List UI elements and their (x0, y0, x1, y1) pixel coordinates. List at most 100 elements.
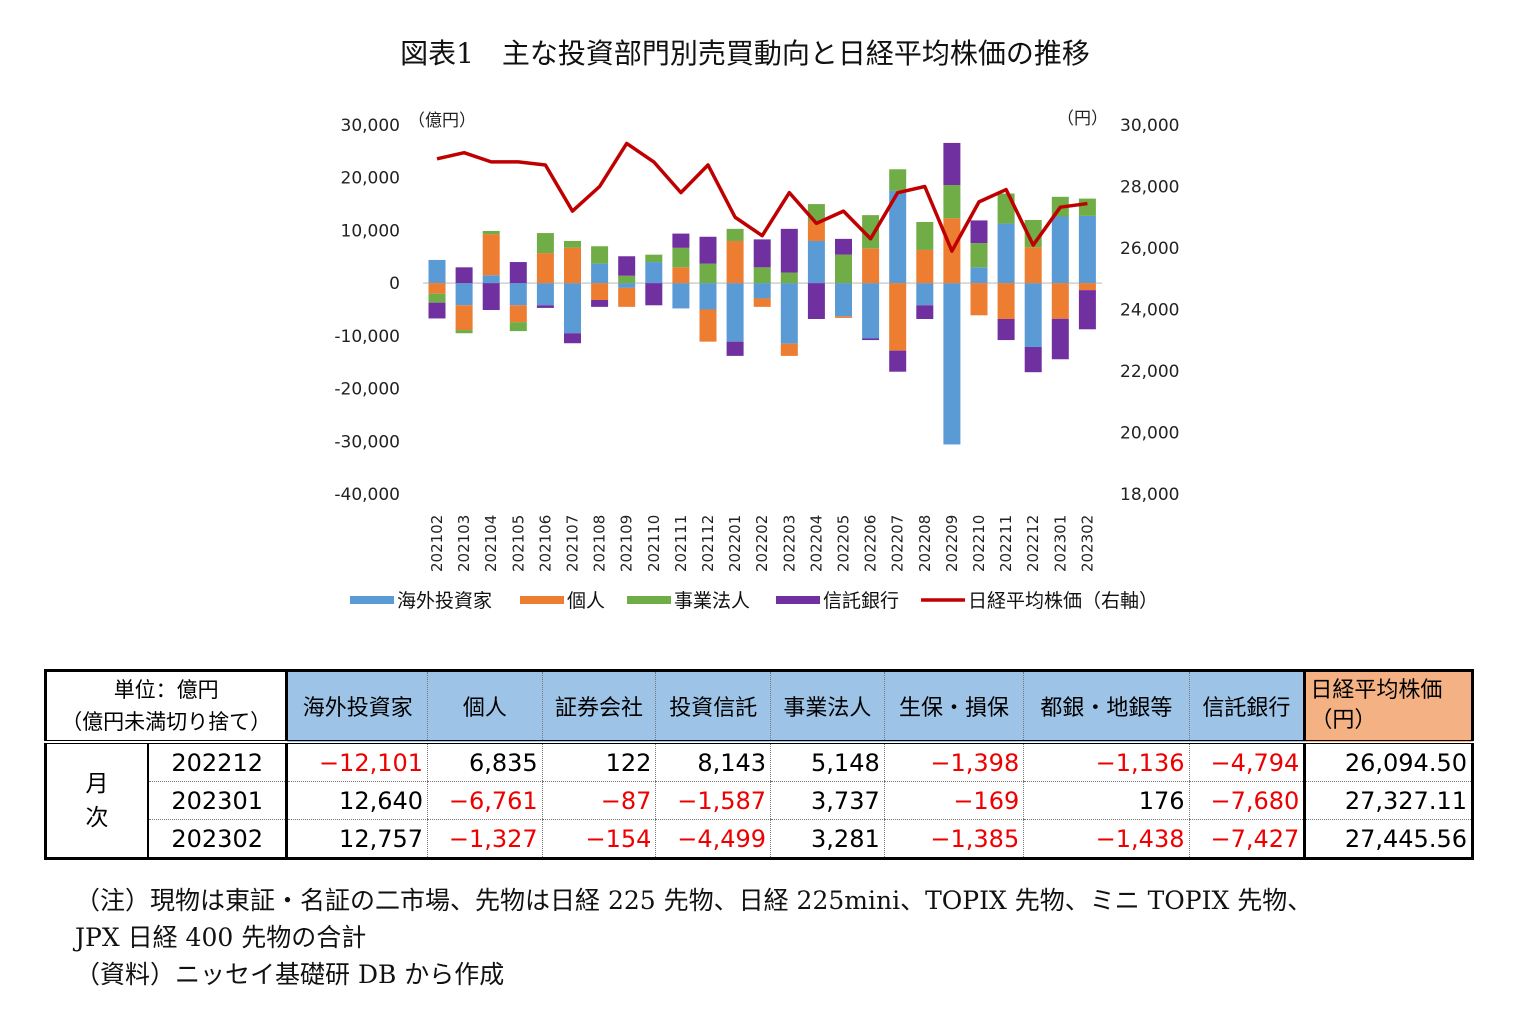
bar-segment (455, 305, 473, 331)
col-header: 事業法人 (770, 670, 885, 744)
legend-label: 信託銀行 (823, 590, 899, 612)
nikkei-cell: 26,094.50 (1303, 742, 1473, 782)
bar-segment (1024, 247, 1042, 284)
bar-segment (672, 233, 690, 248)
col-header: 都銀・地銀等 (1023, 670, 1189, 744)
nikkei-line (436, 141, 1088, 253)
right-axis-tick: 22,000 (1120, 362, 1179, 382)
bar-segment (835, 316, 852, 318)
unit-label: 単位：億円 (113, 678, 219, 702)
col-header: 証券会社 (541, 670, 656, 744)
bar-segment (699, 263, 717, 284)
month-cell: 202212 (147, 742, 289, 782)
bar-segment (753, 267, 771, 284)
category-label: 202203 (780, 515, 798, 572)
value-cell: −1,136 (1023, 742, 1189, 782)
bar-segment (699, 309, 717, 342)
bar-segment (726, 228, 744, 241)
bar-segment (943, 283, 961, 445)
col-header: 投資信託 (655, 670, 771, 744)
bar-segment (618, 283, 636, 288)
bar-segment (699, 283, 717, 310)
bar-segment (564, 247, 581, 284)
bar-segment (753, 283, 771, 299)
category-label: 202111 (672, 515, 690, 572)
col-header: 信託銀行 (1188, 670, 1305, 744)
left-axis-tick: -40,000 (334, 485, 400, 505)
bar-segment (455, 330, 473, 334)
bar-segment (835, 238, 852, 255)
bar-segment (916, 305, 934, 319)
row-group-label: 月 次 (45, 742, 149, 859)
category-label: 202106 (536, 515, 554, 572)
category-label: 202107 (564, 515, 582, 572)
right-axis-tick: 28,000 (1120, 178, 1179, 198)
right-axis-tick: 26,000 (1120, 239, 1179, 259)
bar-segment (672, 267, 690, 284)
bar-segment (889, 190, 907, 284)
value-cell: −1,327 (427, 819, 543, 859)
bar-segment (997, 318, 1015, 341)
bar-segment (1024, 346, 1042, 373)
bar-segment (916, 221, 934, 250)
bar-segment (970, 283, 988, 316)
left-axis-tick: -10,000 (334, 327, 400, 347)
category-label: 202112 (699, 515, 717, 572)
legend-label: 日経平均株価（右軸） (968, 590, 1158, 612)
bar-segment (536, 283, 554, 306)
nikkei-cell: 27,327.11 (1303, 781, 1473, 820)
right-axis-tick: 18,000 (1120, 485, 1179, 505)
bar-segment (591, 283, 609, 301)
value-cell: −4,794 (1188, 742, 1305, 782)
bar-segment (916, 249, 934, 284)
bar-segment (916, 283, 934, 306)
left-axis-tick: 30,000 (341, 116, 400, 136)
category-label: 202202 (753, 515, 771, 572)
bar-segment (564, 283, 581, 334)
bar-segment (889, 169, 907, 191)
nikkei-cell: 27,445.56 (1303, 819, 1473, 859)
value-cell: −1,385 (883, 819, 1024, 859)
bar-segment (807, 240, 825, 284)
category-label: 202104 (482, 515, 500, 572)
bar-segment (862, 338, 880, 341)
notes: （注）現物は東証・名証の二市場、先物は日経 225 先物、日経 225mini、… (75, 882, 1312, 993)
bar-segment (645, 254, 663, 263)
table-row: 202302 12,757 −1,327 −154 −4,499 3,281 −1,385−… (46, 819, 1473, 859)
nikkei-header-unit: （円） (1310, 708, 1377, 733)
value-cell: −1,587 (655, 781, 771, 820)
category-label: 202208 (916, 515, 934, 572)
value-cell: 8,143 (655, 742, 771, 782)
left-axis-tick: 20,000 (341, 169, 400, 189)
nikkei-header-label: 日経平均株価 (1310, 678, 1443, 703)
category-label: 202212 (1024, 515, 1042, 572)
bar-segment (618, 256, 636, 276)
bar-segment (672, 283, 690, 309)
value-cell: 6,835 (427, 742, 543, 782)
bar-segment (835, 254, 852, 284)
category-label: 202206 (862, 515, 880, 572)
legend-label: 事業法人 (674, 590, 750, 612)
legend-label: 海外投資家 (397, 590, 492, 612)
bar-segment (428, 302, 446, 319)
category-label: 202209 (943, 515, 961, 572)
bar-segment (509, 305, 527, 323)
bar-segment (997, 283, 1015, 319)
table-row: 月 次 202212 −12,101 6,835 122 8,143 5,148 −1,398… (45, 742, 1473, 859)
bar-segment (645, 262, 663, 284)
value-cell: 122 (541, 742, 656, 782)
bar-segment (645, 283, 663, 306)
right-axis-tick: 30,000 (1120, 116, 1179, 136)
bar-segment (428, 283, 446, 294)
value-cell: 12,640 (286, 781, 428, 820)
value-cell: −1,438 (1023, 819, 1189, 859)
note-line: JPX 日経 400 先物の合計 (75, 923, 367, 952)
unit-note: （億円未満切り捨て） (61, 710, 272, 734)
bar-segment (536, 233, 554, 254)
col-header: 海外投資家 (286, 670, 428, 744)
category-label: 202102 (428, 515, 446, 572)
bar-segment (807, 283, 825, 319)
category-label: 202108 (591, 515, 609, 572)
bar-segment (618, 275, 636, 284)
value-cell: −6,761 (427, 781, 543, 820)
